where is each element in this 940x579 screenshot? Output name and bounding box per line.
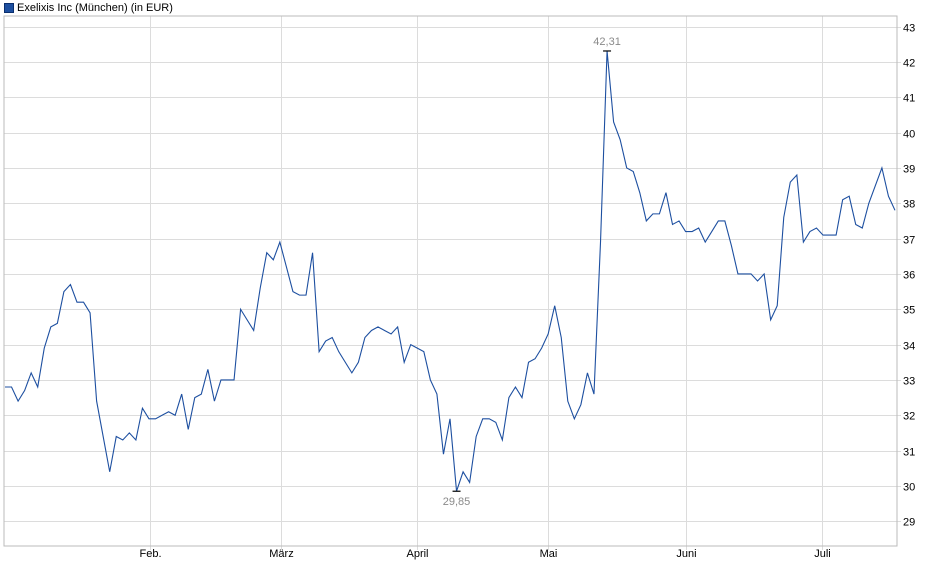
y-axis: 29 30 31 32 33 34 35 36 37 38 39 40 41 42 43 [903, 23, 915, 529]
legend-swatch [4, 3, 14, 13]
y-tick-label: 29 [903, 517, 915, 529]
plot-frame [3, 15, 898, 547]
x-tick-label: Feb. [139, 548, 161, 560]
x-axis: Feb. März April Mai Juni Juli [139, 548, 830, 560]
y-tick-label: 30 [903, 482, 915, 494]
y-tick-label: 40 [903, 129, 915, 141]
annotations: 42,31 29,85 [443, 36, 621, 508]
x-tick-label: Juli [814, 548, 831, 560]
y-tick-label: 34 [903, 341, 915, 353]
x-tick-label: Juni [676, 548, 696, 560]
y-tick-label: 36 [903, 270, 915, 282]
y-tick-label: 37 [903, 235, 915, 247]
max-label: 42,31 [593, 36, 621, 48]
y-tick-label: 42 [903, 58, 915, 70]
grid [4, 16, 901, 550]
y-tick-label: 41 [903, 93, 915, 105]
legend-label: Exelixis Inc (München) (in EUR) [17, 2, 173, 14]
x-tick-label: März [269, 548, 293, 560]
min-label: 29,85 [443, 496, 471, 508]
x-tick-label: April [406, 548, 428, 560]
y-tick-label: 38 [903, 199, 915, 211]
y-tick-label: 35 [903, 305, 915, 317]
x-tick-label: Mai [540, 548, 558, 560]
y-tick-label: 31 [903, 447, 915, 459]
legend: Exelixis Inc (München) (in EUR) [4, 1, 173, 15]
y-tick-label: 39 [903, 164, 915, 176]
y-tick-label: 33 [903, 376, 915, 388]
y-tick-label: 43 [903, 23, 915, 35]
price-series-line [5, 50, 896, 492]
y-tick-label: 32 [903, 411, 915, 423]
